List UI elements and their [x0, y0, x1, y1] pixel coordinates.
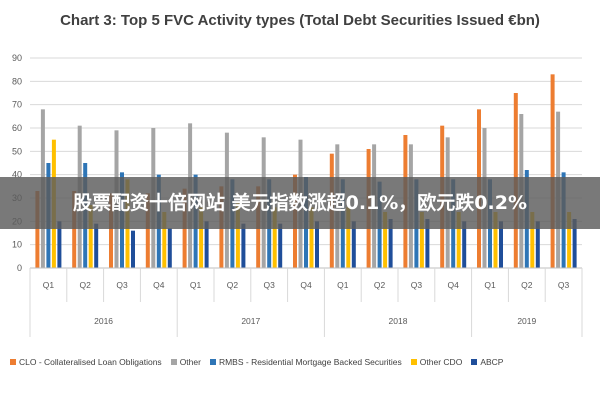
bar — [567, 212, 572, 268]
group-label: 2017 — [241, 316, 260, 326]
legend-item-clo: CLO - Collateralised Loan Obligations — [10, 357, 162, 367]
overlay-banner: 股票配资十倍网站 美元指数涨超0.1%，欧元跌0.2% — [0, 177, 600, 229]
x-tick-label: Q4 — [153, 280, 165, 290]
y-tick-label: 80 — [12, 76, 22, 86]
y-tick-label: 0 — [17, 263, 22, 273]
bar — [419, 212, 424, 268]
legend-label-other-cdo: Other CDO — [419, 357, 463, 367]
legend-swatch-rmbs — [209, 359, 216, 365]
chart-title: Chart 3: Top 5 FVC Activity types (Total… — [60, 12, 540, 29]
bar — [278, 223, 283, 268]
x-tick-label: Q3 — [558, 280, 570, 290]
bar — [88, 205, 93, 268]
bar — [109, 193, 113, 268]
bar — [493, 212, 498, 268]
y-tick-label: 10 — [12, 240, 22, 250]
bar — [315, 221, 319, 268]
legend-label-clo: CLO - Collateralised Loan Obligations — [19, 357, 162, 367]
bar — [72, 191, 77, 268]
x-tick-label: Q2 — [374, 280, 386, 290]
y-tick-label: 50 — [12, 146, 22, 156]
group-label: 2019 — [517, 316, 536, 326]
legend-item-abcp: ABCP — [471, 357, 503, 367]
bar — [199, 207, 204, 268]
legend-label-rmbs: RMBS - Residential Mortgage Backed Secur… — [218, 357, 402, 367]
x-tick-label: Q3 — [116, 280, 128, 290]
legend-swatch-clo — [10, 359, 16, 365]
group-label: 2018 — [389, 316, 408, 326]
bar — [167, 228, 172, 268]
bar — [57, 221, 62, 268]
bar — [309, 207, 314, 268]
legend-item-other: Other — [170, 357, 201, 367]
x-tick-label: Q2 — [521, 280, 533, 290]
bar — [535, 221, 540, 268]
legend-item-other-cdo: Other CDO — [410, 357, 463, 367]
bar — [145, 193, 150, 268]
bar — [388, 219, 393, 268]
x-tick-label: Q1 — [43, 280, 55, 290]
x-tick-label: Q3 — [411, 280, 423, 290]
bar — [162, 212, 167, 268]
legend-label-other: Other — [179, 357, 201, 367]
bar — [35, 191, 40, 268]
legend-item-rmbs: RMBS - Residential Mortgage Backed Secur… — [209, 357, 402, 367]
bar — [499, 221, 503, 268]
bar — [346, 207, 351, 268]
bar — [383, 212, 388, 268]
bar — [530, 212, 535, 268]
legend-swatch-other — [170, 359, 177, 365]
bar — [456, 212, 461, 268]
x-tick-label: Q4 — [448, 280, 460, 290]
bar — [94, 223, 99, 268]
x-tick-label: Q4 — [300, 280, 312, 290]
y-tick-label: 40 — [12, 170, 22, 180]
legend-swatch-other-cdo — [410, 359, 417, 365]
y-tick-label: 90 — [12, 53, 22, 63]
x-tick-label: Q1 — [190, 280, 202, 290]
bar — [131, 230, 135, 268]
group-label: 2016 — [94, 316, 113, 326]
chart-legend: CLO - Collateralised Loan Obligations Ot… — [10, 352, 595, 372]
bar — [272, 207, 277, 268]
x-tick-label: Q1 — [337, 280, 349, 290]
bar — [204, 221, 209, 268]
bar — [462, 221, 467, 268]
bar — [572, 219, 577, 268]
bar — [351, 221, 356, 268]
x-tick-label: Q2 — [227, 280, 239, 290]
bar — [425, 219, 430, 268]
x-tick-label: Q3 — [264, 280, 276, 290]
bar — [241, 223, 246, 268]
bar — [550, 74, 555, 268]
legend-label-abcp: ABCP — [480, 357, 504, 367]
x-tick-label: Q1 — [484, 280, 496, 290]
y-tick-label: 70 — [12, 100, 22, 110]
y-tick-label: 60 — [12, 123, 22, 133]
bar — [235, 202, 240, 268]
legend-swatch-abcp — [471, 359, 478, 365]
x-tick-label: Q2 — [80, 280, 92, 290]
